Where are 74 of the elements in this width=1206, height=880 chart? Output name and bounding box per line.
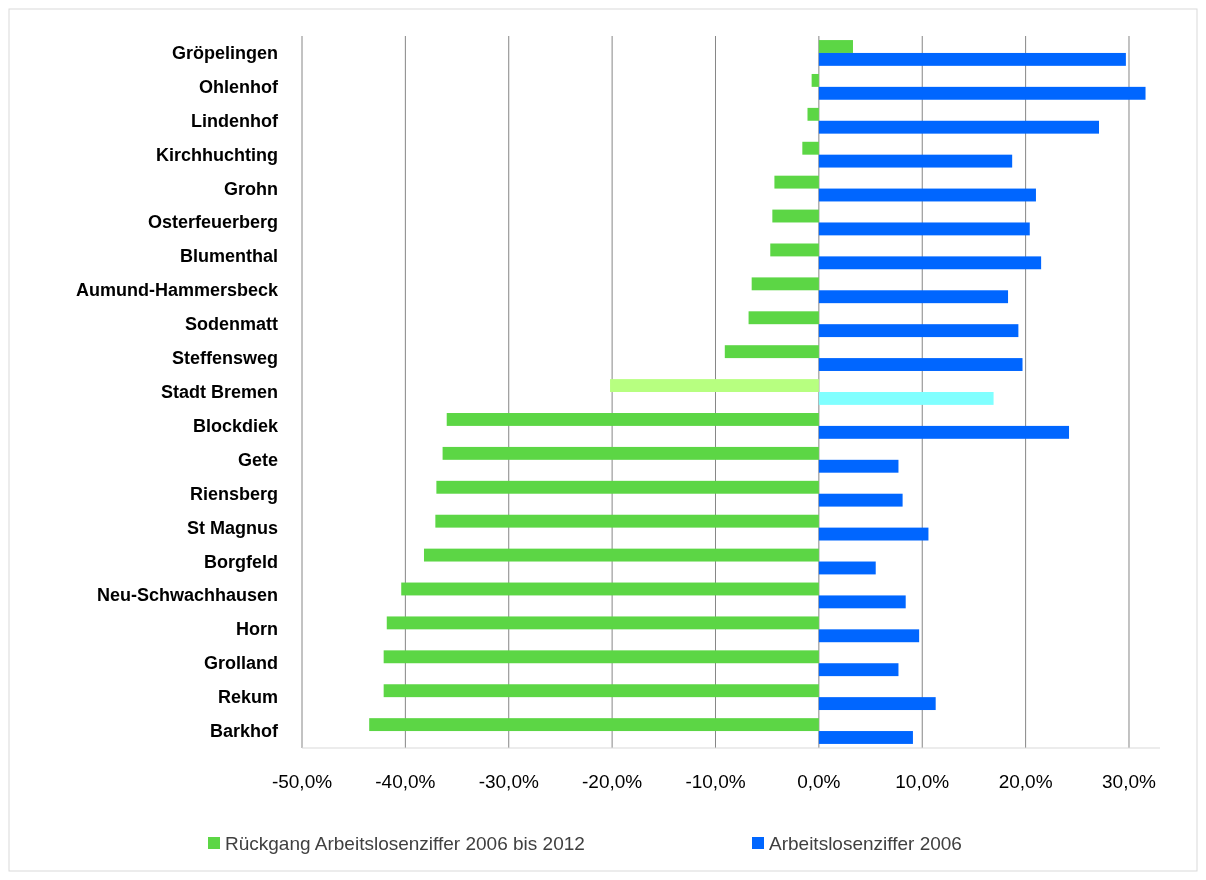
bar	[818, 324, 1019, 338]
y-tick-label: Kirchhuchting	[156, 144, 278, 165]
y-tick-label: Steffensweg	[171, 348, 278, 369]
bar	[811, 73, 819, 87]
x-tick-label: 30,0%	[1102, 771, 1157, 792]
bar	[818, 697, 936, 711]
bar	[818, 561, 876, 575]
bar	[369, 718, 819, 732]
legend-label: Rückgang Arbeitslosenziffer 2006 bis 2012	[225, 833, 585, 854]
bar	[383, 684, 819, 698]
x-tick-label: 0,0%	[797, 771, 841, 792]
y-tick-label: Gröpelingen	[171, 42, 278, 63]
bar	[383, 650, 819, 664]
y-tick-label: Horn	[236, 619, 278, 640]
y-tick-label: Aumund-Hammersbeck	[75, 280, 279, 301]
bar	[423, 548, 819, 562]
bar	[442, 446, 819, 460]
y-tick-label: Grolland	[203, 653, 278, 674]
y-tick-label: Grohn	[224, 178, 278, 199]
bar	[772, 209, 819, 223]
bar	[435, 514, 819, 528]
y-tick-label: Blumenthal	[179, 246, 278, 267]
x-tick-label: -10,0%	[685, 771, 746, 792]
y-tick-label: Gete	[237, 449, 278, 470]
x-tick-label: 20,0%	[998, 771, 1053, 792]
bar	[818, 358, 1023, 371]
bar	[818, 256, 1042, 270]
bar	[818, 154, 1013, 168]
bar	[610, 379, 819, 392]
bar	[770, 243, 819, 257]
bar	[818, 222, 1030, 236]
bar	[818, 52, 1126, 66]
legend-label: Arbeitslosenziffer 2006	[769, 833, 962, 854]
y-tick-label: St Magnus	[186, 517, 278, 538]
bar	[818, 86, 1146, 100]
bar	[818, 459, 899, 473]
bar	[818, 663, 899, 677]
bar	[818, 629, 920, 643]
y-tick-label: Borgfeld	[204, 551, 278, 572]
bar	[818, 188, 1036, 202]
x-tick-label: -40,0%	[375, 771, 436, 792]
y-tick-label: Riensberg	[189, 483, 278, 504]
x-tick-label: -30,0%	[478, 771, 539, 792]
bar	[818, 40, 853, 53]
y-tick-label: Blockdiek	[192, 415, 279, 436]
bar	[774, 175, 819, 189]
x-tick-label: -20,0%	[582, 771, 643, 792]
y-tick-label: Rekum	[217, 687, 278, 708]
bar	[818, 425, 1070, 439]
bar	[818, 527, 929, 541]
bar	[446, 413, 819, 426]
bar	[818, 731, 913, 744]
x-tick-label: -50,0%	[271, 771, 333, 792]
y-tick-label: Sodenmatt	[184, 314, 278, 335]
bar	[818, 595, 906, 609]
y-tick-label: Ohlenhof	[199, 76, 279, 97]
bar	[807, 107, 819, 121]
bar	[401, 582, 819, 596]
y-tick-label: Lindenhof	[191, 110, 279, 131]
bar	[818, 493, 903, 507]
bar	[802, 141, 819, 155]
y-tick-label: Barkhof	[209, 721, 279, 742]
y-tick-label: Stadt Bremen	[160, 382, 278, 402]
bar	[818, 392, 994, 405]
bar	[818, 120, 1100, 134]
x-tick-label: 10,0%	[895, 771, 950, 792]
bar	[386, 616, 819, 630]
bar	[724, 345, 819, 359]
y-tick-label: Neu-Schwachhausen	[96, 585, 278, 606]
bar	[436, 480, 819, 494]
y-tick-label: Osterfeuerberg	[147, 212, 278, 233]
bar	[751, 277, 819, 291]
bar	[748, 311, 819, 325]
bar	[818, 290, 1009, 304]
